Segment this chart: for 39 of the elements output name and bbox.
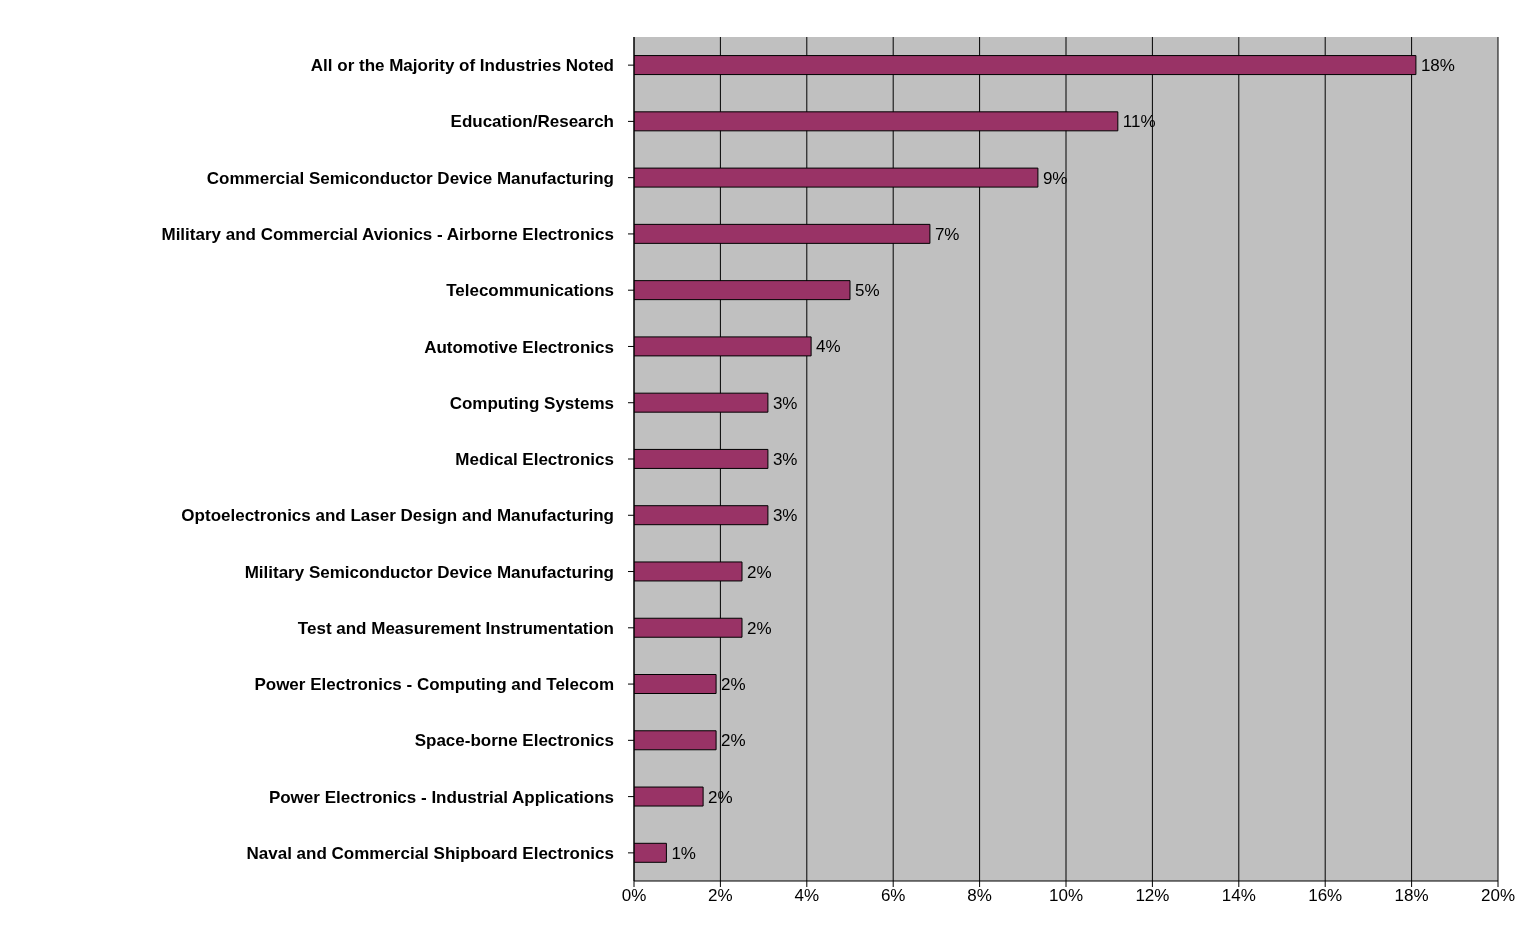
- x-tick-label: 20%: [1480, 886, 1516, 906]
- x-tick-label: 2%: [708, 886, 733, 906]
- y-tick-label: Computing Systems: [449, 393, 614, 413]
- data-label: 2%: [721, 731, 746, 751]
- x-tick-label: 4%: [794, 886, 820, 906]
- y-tick-label: Commercial Semiconductor Device Manufacturing: [206, 168, 614, 188]
- x-tick-label: 8%: [967, 886, 992, 906]
- x-tick-label: 12%: [1135, 886, 1170, 906]
- y-tick-label: Medical Electronics: [455, 450, 614, 470]
- x-tick-label: 0%: [621, 886, 647, 906]
- y-tick-label: Military and Commercial Avionics - Airborne Electronics: [161, 224, 614, 244]
- x-tick-label: 10%: [1048, 886, 1084, 906]
- y-tick-label: Test and Measurement Instrumentation: [297, 618, 614, 638]
- x-tick-label: 6%: [880, 886, 906, 906]
- data-label: 2%: [721, 675, 746, 695]
- data-label: 1%: [671, 843, 696, 863]
- y-tick-label: Optoelectronics and Laser Design and Manufacturing: [181, 506, 614, 526]
- y-tick-label: Telecommunications: [446, 281, 614, 301]
- data-label: 3%: [772, 393, 798, 413]
- x-tick-label: 14%: [1221, 886, 1256, 906]
- data-label: 3%: [772, 449, 798, 469]
- x-tick-label: 16%: [1308, 886, 1343, 906]
- data-label: 18%: [1420, 56, 1455, 76]
- y-tick-label: Military Semiconductor Device Manufacturing: [244, 562, 614, 582]
- y-tick-label: Education/Research: [450, 112, 614, 132]
- y-tick-label: Space-borne Electronics: [414, 731, 614, 751]
- data-label: 9%: [1042, 168, 1068, 188]
- data-label: 4%: [816, 337, 841, 357]
- data-label: 2%: [747, 618, 772, 638]
- y-tick-label: Power Electronics - Computing and Telecom: [254, 675, 614, 695]
- x-tick-label: 18%: [1394, 886, 1429, 906]
- y-tick-label: Power Electronics - Industrial Applications: [268, 787, 614, 807]
- y-tick-label: All or the Majority of Industries Noted: [310, 56, 614, 76]
- y-tick-label: Automotive Electronics: [424, 337, 614, 357]
- data-label: 5%: [855, 281, 880, 301]
- data-label: 2%: [747, 562, 772, 582]
- y-tick-label: Naval and Commercial Shipboard Electronics: [246, 843, 614, 863]
- data-label: 7%: [934, 224, 960, 244]
- data-label: 3%: [772, 506, 798, 526]
